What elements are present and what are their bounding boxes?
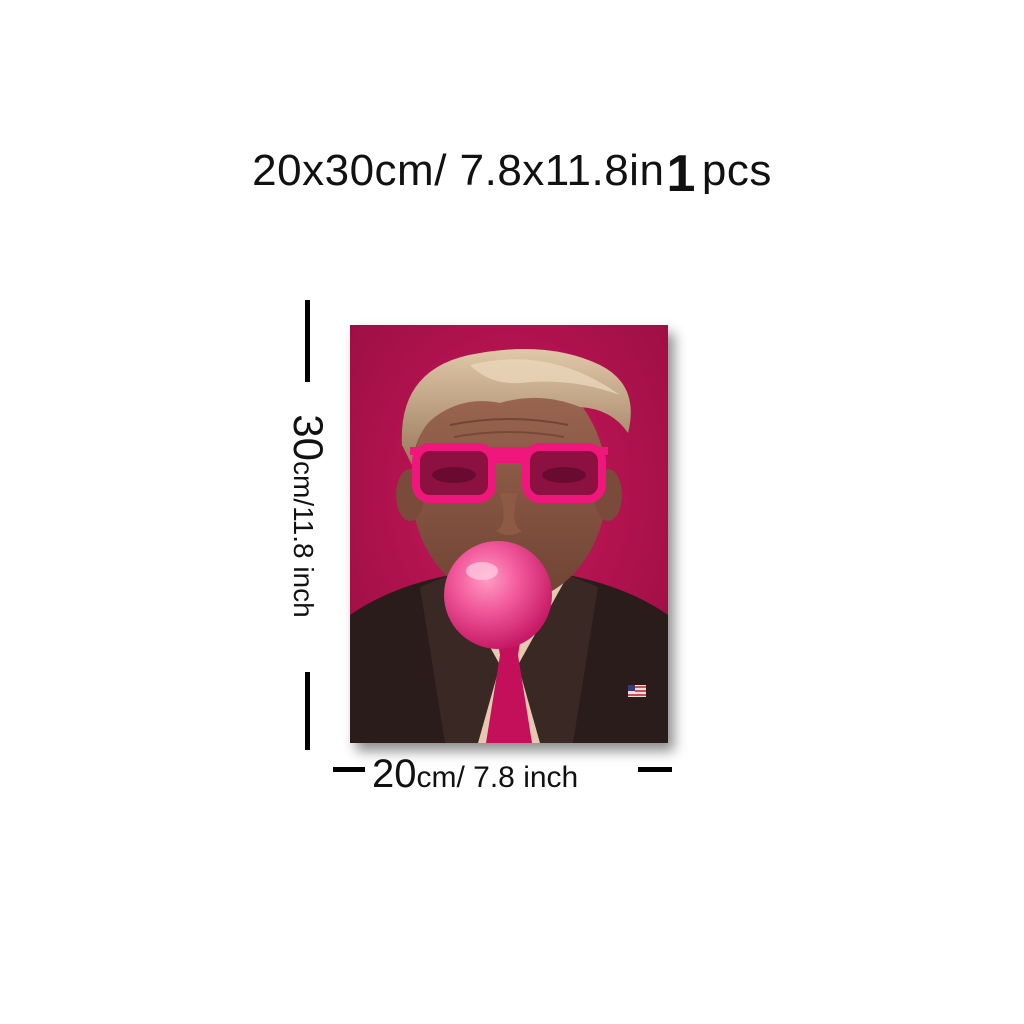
width-dimension-label: 20cm/ 7.8 inch <box>372 752 578 797</box>
left-lapel <box>420 575 500 743</box>
width-unit-text: cm/ 7.8 inch <box>416 761 579 794</box>
width-number: 20 <box>372 752 417 796</box>
product-size-headline: 20x30cm/ 7.8x11.8in1 pcs <box>0 138 1024 203</box>
quantity-number: 1 <box>666 145 696 203</box>
width-dimension-line-left <box>333 767 365 772</box>
quantity-unit: pcs <box>701 146 772 195</box>
height-dimension-line-top <box>305 300 310 382</box>
height-number: 30 <box>285 414 332 462</box>
height-dimension-label: 30cm/11.8 inch <box>284 414 332 617</box>
bubblegum-bubble <box>444 541 552 649</box>
bubble-highlight <box>466 562 498 580</box>
height-dimension-line-bottom <box>305 672 310 750</box>
tie <box>486 631 532 743</box>
hair-swoop <box>470 359 620 395</box>
poster-artwork <box>350 325 668 743</box>
poster-canvas <box>350 325 668 743</box>
width-dimension-line-right <box>638 767 672 772</box>
nose <box>496 493 522 535</box>
pink-sunglasses <box>410 443 608 503</box>
face <box>411 367 607 603</box>
right-lapel <box>518 575 598 743</box>
size-text: 20x30cm/ 7.8x11.8in <box>252 146 665 195</box>
flag-pin-icon <box>628 685 646 697</box>
height-unit-text: cm/11.8 inch <box>288 461 319 618</box>
